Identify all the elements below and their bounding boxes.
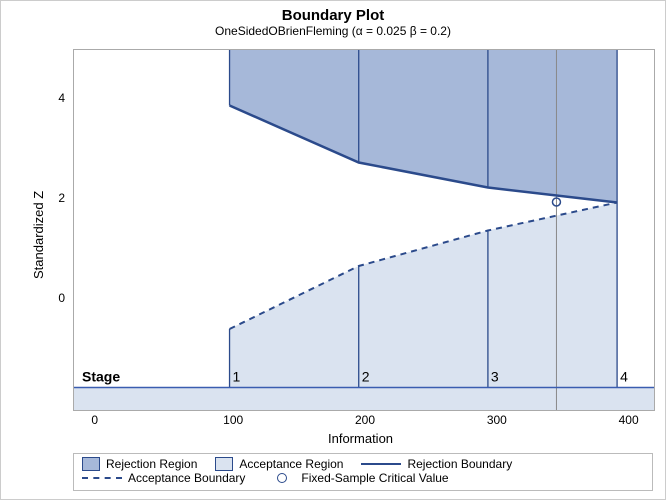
legend-fixed-sample: Fixed-Sample Critical Value — [263, 471, 448, 485]
legend-label: Fixed-Sample Critical Value — [301, 471, 448, 485]
chart-frame: Boundary Plot OneSidedOBrienFleming (α =… — [0, 0, 666, 500]
legend-label: Acceptance Region — [239, 457, 343, 471]
x-tick: 100 — [223, 413, 243, 427]
acceptance-region-swatch — [215, 457, 233, 471]
y-tick: 0 — [58, 291, 65, 305]
rejection-region-swatch — [82, 457, 100, 471]
x-tick: 400 — [619, 413, 639, 427]
y-tick: 2 — [58, 191, 65, 205]
stage-number: 3 — [491, 369, 499, 385]
legend-label: Rejection Boundary — [407, 457, 512, 471]
chart-title: Boundary Plot — [1, 7, 665, 24]
x-axis-label: Information — [328, 431, 393, 446]
plot-svg: Stage 1 2 3 4 — [74, 50, 654, 410]
stage-number: 4 — [620, 369, 628, 385]
x-tick: 200 — [355, 413, 375, 427]
legend-rejection-region: Rejection Region — [82, 457, 197, 471]
y-axis-label: Standardized Z — [31, 191, 46, 279]
legend-row-2: Acceptance Boundary Fixed-Sample Critica… — [82, 471, 644, 485]
legend-acceptance-boundary: Acceptance Boundary — [82, 471, 245, 485]
legend-acceptance-region: Acceptance Region — [215, 457, 343, 471]
x-tick: 0 — [91, 413, 98, 427]
baseline-strip — [74, 388, 654, 411]
y-tick: 4 — [58, 91, 65, 105]
x-tick: 300 — [487, 413, 507, 427]
chart-subtitle: OneSidedOBrienFleming (α = 0.025 β = 0.2… — [1, 24, 665, 38]
acceptance-boundary-swatch — [82, 477, 122, 479]
stage-number: 2 — [362, 369, 370, 385]
title-block: Boundary Plot OneSidedOBrienFleming (α =… — [1, 7, 665, 38]
legend-rejection-boundary: Rejection Boundary — [361, 457, 512, 471]
rejection-region — [230, 50, 618, 203]
legend-label: Rejection Region — [106, 457, 197, 471]
stage-number: 1 — [233, 369, 241, 385]
legend-label: Acceptance Boundary — [128, 471, 245, 485]
plot-area: Stage 1 2 3 4 — [73, 49, 655, 411]
legend-row-1: Rejection Region Acceptance Region Rejec… — [82, 457, 644, 471]
acceptance-region — [230, 203, 618, 388]
rejection-boundary-swatch — [361, 463, 401, 465]
fixed-sample-swatch — [277, 473, 287, 483]
stage-heading: Stage — [82, 369, 120, 385]
legend: Rejection Region Acceptance Region Rejec… — [73, 453, 653, 491]
